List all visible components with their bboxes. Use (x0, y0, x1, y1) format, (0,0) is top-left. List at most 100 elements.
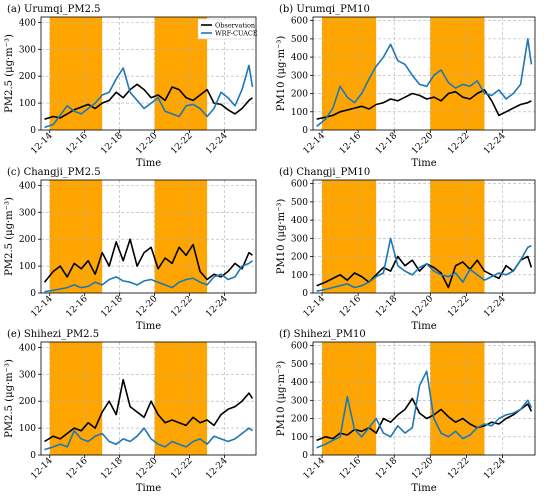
plot-frame (40, 341, 257, 456)
x-tick-label: 12-18 (374, 294, 400, 320)
shaded-period-0 (49, 342, 103, 455)
y-tick-label: 200 (19, 235, 36, 245)
panel-title: (c) Changji_PM2.5 (7, 167, 101, 178)
legend-label-observation: Observation (215, 22, 255, 30)
x-tick-label: 12-16 (338, 131, 364, 157)
y-tick-label: 100 (19, 99, 36, 109)
x-tick-label: 12-18 (374, 456, 400, 482)
y-tick-label: 300 (19, 45, 36, 55)
series-line-wrf-cuace (44, 427, 253, 451)
panel-title: (d) Changji_PM10 (279, 167, 370, 178)
y-tick-label: 400 (19, 181, 36, 191)
y-axis-label: PM10 (μg·m⁻³) (276, 36, 287, 112)
shaded-period-0 (49, 180, 103, 293)
panel-title: (a) Urumqi_PM2.5 (7, 4, 101, 15)
x-tick-label: 12-16 (64, 294, 90, 320)
y-tick-label: 600 (291, 342, 308, 352)
y-tick-label: 0 (302, 126, 308, 136)
x-axis-label: Time (136, 158, 161, 169)
shaded-period-1 (430, 342, 485, 455)
y-tick-label: 300 (19, 370, 36, 380)
y-tick-label: 100 (291, 108, 308, 118)
plot-frame (40, 179, 257, 294)
series-line-observation (43, 238, 253, 283)
series-line-wrf-cuace (44, 260, 253, 293)
plot-frame (312, 341, 536, 456)
y-axis-label: PM10 (μg·m⁻³) (276, 199, 287, 275)
x-tick-label: 12-18 (99, 294, 125, 320)
shaded-period-0 (322, 342, 377, 455)
series-line-observation (44, 83, 253, 120)
y-axis-label: PM2.5 (μg·m⁻³) (4, 359, 15, 438)
x-tick-label: 12-16 (338, 456, 364, 482)
series-line-observation (316, 89, 532, 120)
series-line-wrf-cuace (44, 64, 254, 129)
y-tick-label: 200 (291, 90, 308, 100)
x-tick-label: 12-24 (204, 456, 230, 482)
y-tick-label: 500 (291, 360, 308, 370)
shaded-period-1 (154, 180, 208, 293)
x-tick-label: 12-20 (134, 131, 160, 157)
panel-title: (e) Shihezi_PM2.5 (7, 329, 99, 340)
y-tick-label: 300 (291, 396, 308, 406)
y-tick-label: 100 (19, 424, 36, 434)
series-line-wrf-cuace (316, 370, 533, 449)
y-tick-label: 400 (19, 18, 36, 28)
x-tick-label: 12-22 (169, 294, 194, 319)
y-tick-label: 0 (30, 126, 36, 136)
x-tick-label: 12-24 (482, 131, 508, 157)
y-tick-label: 0 (302, 451, 308, 461)
y-tick-label: 300 (291, 234, 308, 244)
x-axis-label: Time (136, 483, 161, 494)
y-tick-label: 300 (291, 71, 308, 81)
plot-frame (40, 16, 257, 131)
shaded-period-1 (430, 17, 485, 130)
y-tick-label: 300 (19, 208, 36, 218)
x-tick-label: 12-24 (204, 294, 230, 320)
series-line-wrf-cuace (316, 237, 532, 292)
x-tick-label: 12-22 (169, 456, 194, 481)
plot-frame (312, 179, 536, 294)
y-tick-label: 100 (291, 433, 308, 443)
x-tick-label: 12-20 (410, 131, 436, 157)
y-tick-label: 400 (291, 216, 308, 226)
x-tick-label: 12-20 (134, 294, 160, 320)
x-tick-label: 12-18 (99, 456, 125, 482)
legend-box (197, 18, 255, 40)
x-tick-label: 12-22 (446, 131, 471, 156)
x-axis-label: Time (411, 483, 436, 494)
series-line-wrf-cuace (316, 38, 533, 128)
x-axis-label: Time (411, 158, 436, 169)
x-tick-label: 12-18 (374, 131, 400, 157)
x-tick-label: 12-16 (338, 294, 364, 320)
x-tick-label: 12-22 (446, 294, 471, 319)
legend-label-model: WRF-CUACE (215, 30, 258, 38)
shaded-period-1 (154, 342, 208, 455)
x-tick-label: 12-20 (134, 456, 160, 482)
y-tick-label: 400 (291, 53, 308, 63)
y-tick-label: 100 (291, 271, 308, 281)
y-axis-label: PM2.5 (μg·m⁻³) (4, 197, 15, 276)
y-tick-label: 200 (291, 415, 308, 425)
x-tick-label: 12-22 (169, 131, 194, 156)
x-tick-label: 12-20 (410, 294, 436, 320)
y-tick-label: 0 (30, 289, 36, 299)
panel-title: (b) Urumqi_PM10 (279, 4, 370, 15)
y-tick-label: 400 (19, 343, 36, 353)
x-tick-label: 12-24 (482, 294, 508, 320)
x-tick-label: 12-18 (99, 131, 125, 157)
y-tick-label: 600 (291, 180, 308, 190)
y-tick-label: 0 (302, 289, 308, 299)
y-axis-label: PM2.5 (μg·m⁻³) (4, 34, 15, 113)
y-tick-label: 500 (291, 198, 308, 208)
panel-title: (f) Shihezi_PM10 (279, 329, 366, 340)
x-axis-label: Time (136, 321, 161, 332)
x-axis-label: Time (411, 321, 436, 332)
shaded-period-0 (322, 180, 377, 293)
